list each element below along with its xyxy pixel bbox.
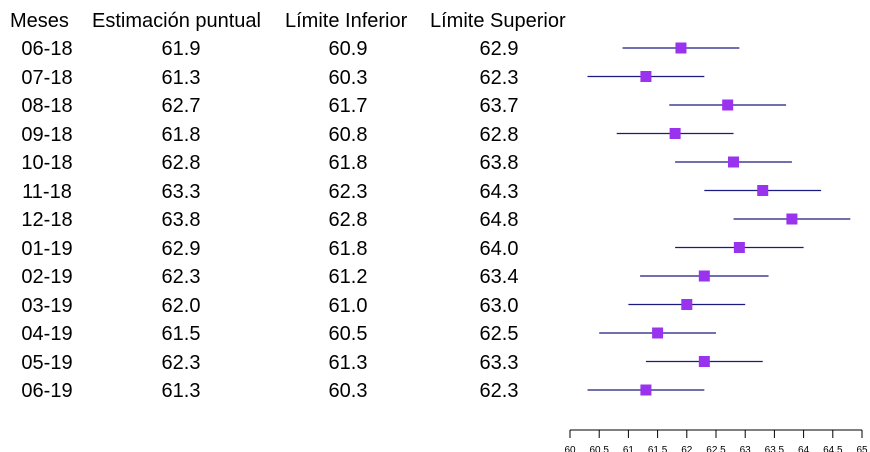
cell-limite-superior: 63.4 [479,266,519,288]
cell-limite-inferior: 61.8 [328,237,368,260]
cell-estimacion: 62.9 [161,237,201,260]
x-tick-label-8: 64 [798,445,810,452]
cell-mes: 06-19 [21,380,73,402]
cell-estimacion: 61.9 [161,38,201,60]
cell-estimacion: 63.8 [161,209,201,231]
cell-limite-inferior: 60.5 [328,323,368,345]
cell-limite-superior: 63.0 [479,294,519,317]
cell-estimacion: 61.5 [161,323,201,345]
cell-mes: 10-18 [21,152,73,174]
cell-limite-superior: 63.8 [479,152,519,174]
cell-mes: 08-18 [21,95,73,117]
cell-estimacion: 63.3 [161,180,201,203]
estimate-marker-09-18 [669,128,681,139]
x-tick-label-2: 61 [623,445,635,452]
estimate-marker-07-18 [640,71,652,82]
estimate-marker-06-19 [640,384,652,396]
estimate-marker-10-18 [728,156,740,168]
x-tick-label-6: 63 [740,445,752,452]
estimate-marker-03-19 [681,299,693,310]
cell-mes: 01-19 [21,237,73,260]
cell-limite-inferior: 62.8 [328,209,368,231]
estimate-marker-12-18 [786,213,798,225]
cell-mes: 12-18 [21,209,73,231]
cell-limite-superior: 64.3 [479,180,519,203]
estimate-marker-08-18 [722,99,734,111]
cell-limite-superior: 64.0 [479,237,519,260]
cell-limite-inferior: 61.7 [328,95,368,117]
cell-estimacion: 61.3 [161,380,201,402]
cell-limite-superior: 62.3 [479,66,519,89]
cell-limite-superior: 64.8 [479,209,519,231]
cell-mes: 03-19 [21,294,73,317]
estimate-marker-04-19 [652,327,664,339]
estimate-marker-05-19 [698,356,710,367]
cell-mes: 05-19 [21,351,73,374]
cell-limite-inferior: 61.2 [328,266,368,288]
x-tick-label-4: 62 [681,445,693,452]
cell-limite-superior: 62.8 [479,123,519,146]
cell-limite-inferior: 60.8 [328,123,368,146]
header-limite-superior: Límite Superior [430,10,566,32]
cell-estimacion: 61.8 [161,123,201,146]
cell-limite-inferior: 60.9 [328,38,368,60]
cell-limite-superior: 62.3 [479,380,519,402]
header-estimacion-puntual: Estimación puntual [92,10,261,32]
cell-mes: 04-19 [21,323,73,345]
cell-estimacion: 61.3 [161,66,201,89]
cell-mes: 09-18 [21,123,73,146]
cell-limite-inferior: 61.3 [328,351,368,374]
cell-limite-inferior: 60.3 [328,380,368,402]
header-limite-inferior: Límite Inferior [285,10,408,32]
estimate-marker-06-18 [675,42,687,54]
x-tick-label-1: 60.5 [589,445,609,452]
cell-limite-inferior: 61.8 [328,152,368,174]
x-tick-label-5: 62.5 [706,445,726,452]
cell-limite-superior: 63.3 [479,351,519,374]
cell-estimacion: 62.3 [161,351,201,374]
estimate-marker-01-19 [733,242,745,253]
cell-limite-superior: 63.7 [479,95,519,117]
estimate-marker-02-19 [698,270,710,282]
x-tick-label-3: 61.5 [648,445,668,452]
x-tick-label-0: 60 [564,445,576,452]
cell-mes: 02-19 [21,266,73,288]
estimate-marker-11-18 [757,185,769,196]
estimates-table: Meses Estimación puntual Límite Inferior Lí… [10,10,566,402]
cell-estimacion: 62.7 [161,95,201,117]
cell-mes: 07-18 [21,66,73,89]
x-tick-label-7: 63.5 [765,445,785,452]
x-tick-label-9: 64.5 [823,445,843,452]
cell-limite-superior: 62.9 [479,38,519,60]
cell-estimacion: 62.0 [161,294,201,317]
cell-estimacion: 62.8 [161,152,201,174]
cell-limite-inferior: 61.0 [328,294,368,317]
cell-mes: 06-18 [21,38,73,60]
header-meses: Meses [10,10,69,32]
cell-limite-inferior: 62.3 [328,180,368,203]
cell-mes: 11-18 [22,180,72,203]
cell-estimacion: 62.3 [161,266,201,288]
cell-limite-superior: 62.5 [479,323,519,345]
cell-limite-inferior: 60.3 [328,66,368,89]
x-tick-label-10: 65 [856,445,868,452]
